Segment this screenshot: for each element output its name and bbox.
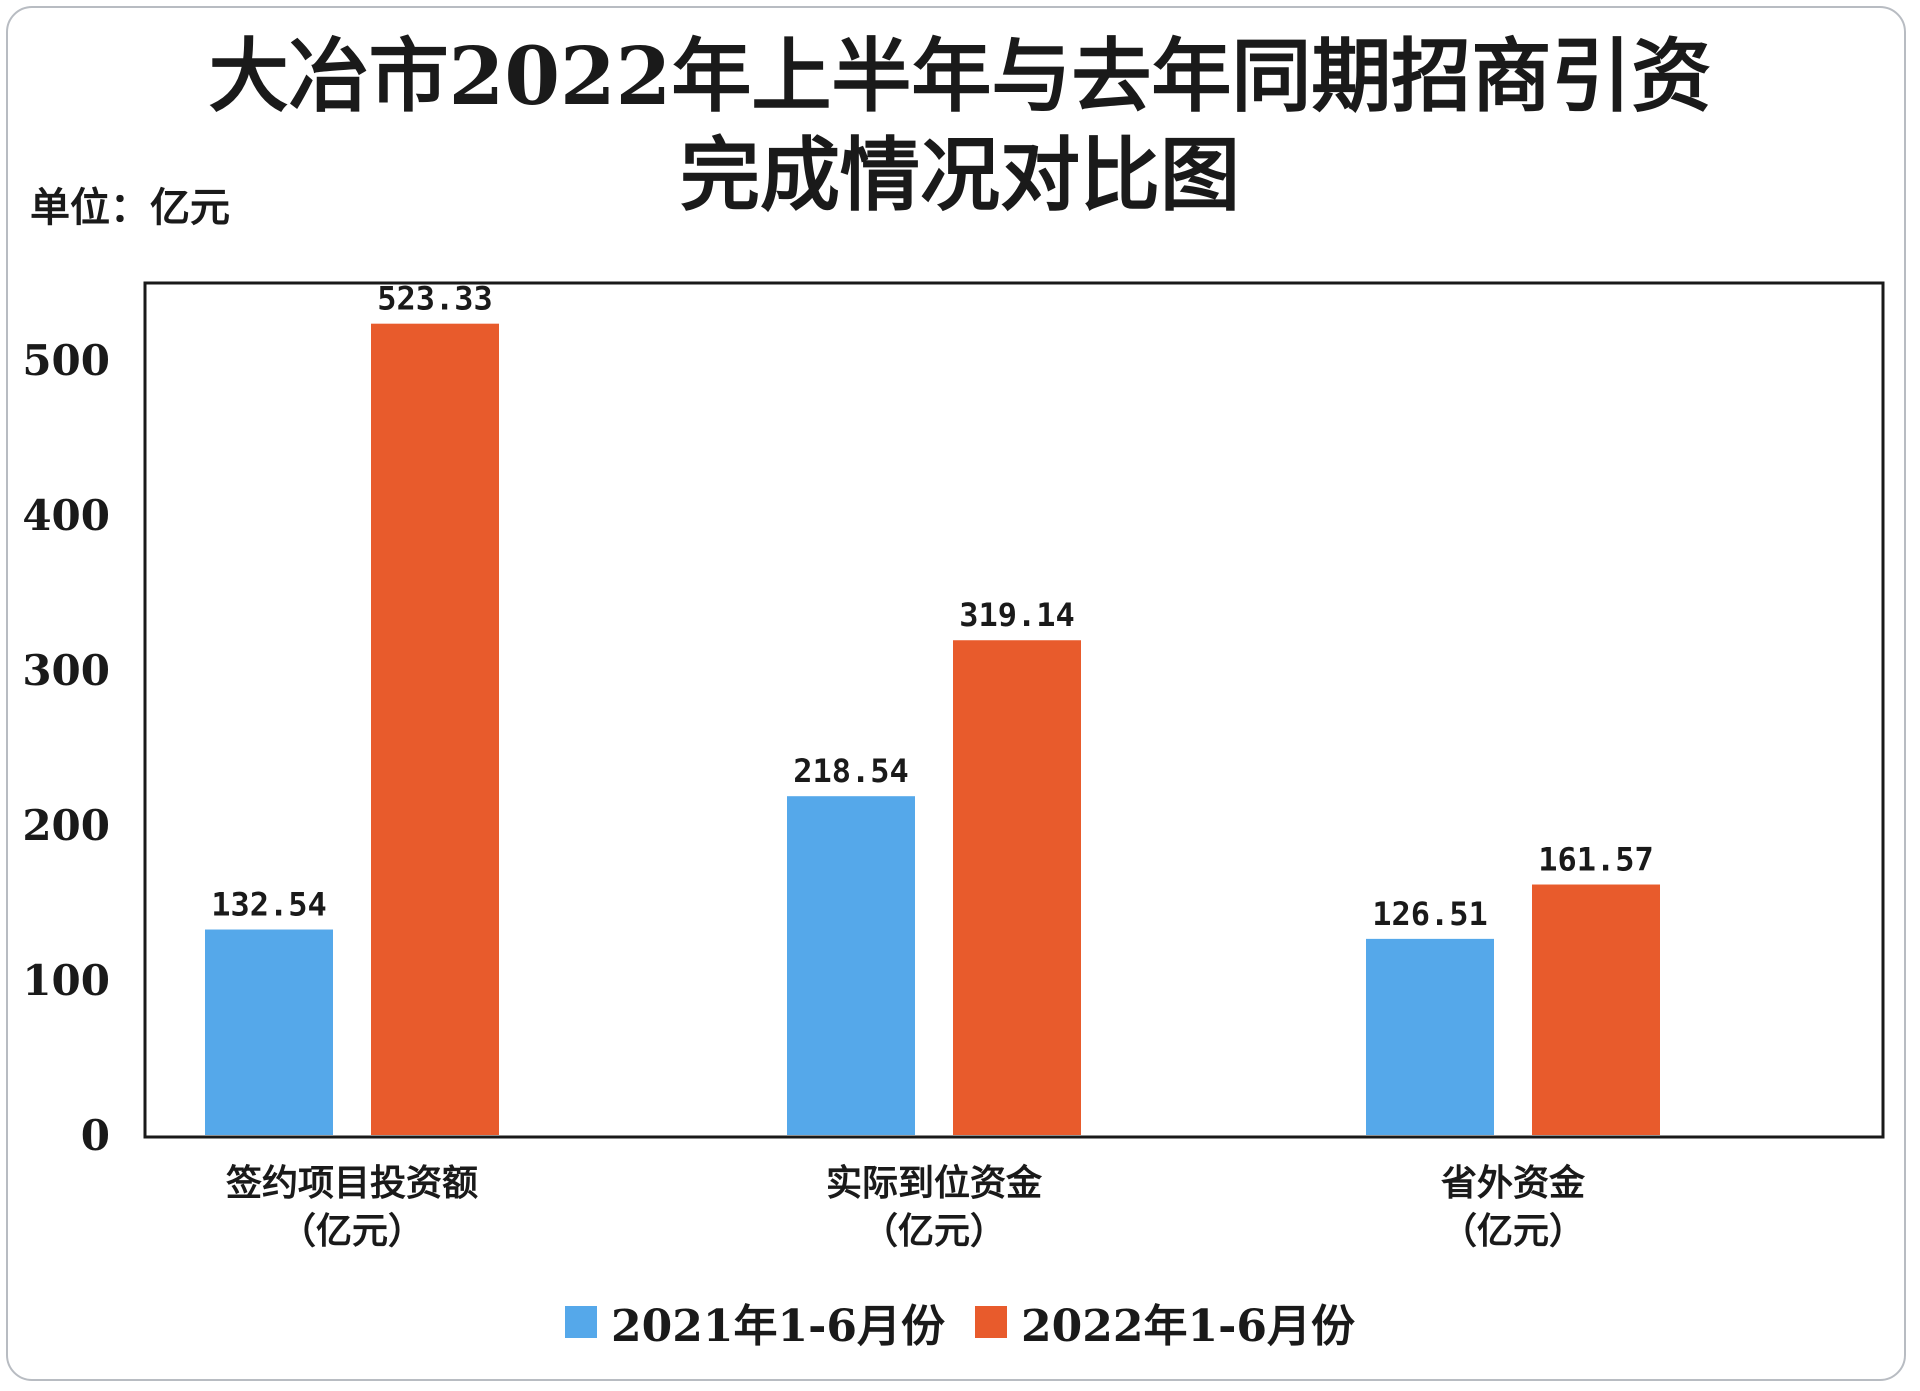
x-category-label-1: 实际到位资金: [826, 1162, 1043, 1204]
data-label-series1-cat1: 319.14: [959, 596, 1075, 634]
bar-series1-cat0: [371, 323, 499, 1135]
legend-swatch-2021: [565, 1306, 598, 1338]
bar-series0-cat0: [205, 929, 333, 1135]
y-tick-label-100: 100: [22, 956, 110, 1005]
unit-label: 单位：亿元: [30, 184, 230, 231]
x-category-label-2: 省外资金: [1441, 1162, 1586, 1204]
y-tick-label-400: 400: [22, 491, 110, 540]
y-tick-label-500: 500: [22, 336, 110, 385]
legend-label-2022: 2022年1-6月份: [1021, 1301, 1355, 1352]
legend: 2021年1-6月份 2022年1-6月份: [0, 1290, 1920, 1354]
y-tick-label-300: 300: [22, 646, 110, 695]
data-label-series0-cat0: 132.54: [211, 886, 327, 924]
bar-series1-cat1: [953, 640, 1081, 1135]
x-category-label-0: 签约项目投资额: [226, 1162, 478, 1204]
y-tick-label-200: 200: [22, 801, 110, 850]
data-label-series0-cat1: 218.54: [793, 752, 909, 790]
plot-area-border: [143, 281, 1885, 1139]
x-category-unit-1: （亿元）: [862, 1210, 1006, 1252]
legend-item-2021: 2021年1-6月份: [565, 1290, 945, 1354]
x-category-unit-2: （亿元）: [1441, 1210, 1585, 1252]
chart-title: 大冶市2022年上半年与去年同期招商引资: [208, 29, 1712, 123]
bar-series0-cat2: [1366, 938, 1494, 1135]
chart-title-line2: 完成情况对比图: [680, 128, 1240, 222]
data-label-series1-cat2: 161.57: [1538, 841, 1654, 879]
x-category-unit-0: （亿元）: [280, 1210, 424, 1252]
legend-swatch-2022: [975, 1306, 1007, 1338]
legend-item-2022: 2022年1-6月份: [975, 1290, 1355, 1354]
y-tick-label-0: 0: [81, 1111, 110, 1160]
bar-series1-cat2: [1532, 884, 1660, 1135]
bar-series0-cat1: [787, 796, 915, 1135]
data-label-series1-cat0: 523.33: [377, 280, 493, 318]
data-label-series0-cat2: 126.51: [1372, 895, 1488, 933]
legend-label-2021: 2021年1-6月份: [611, 1301, 945, 1352]
